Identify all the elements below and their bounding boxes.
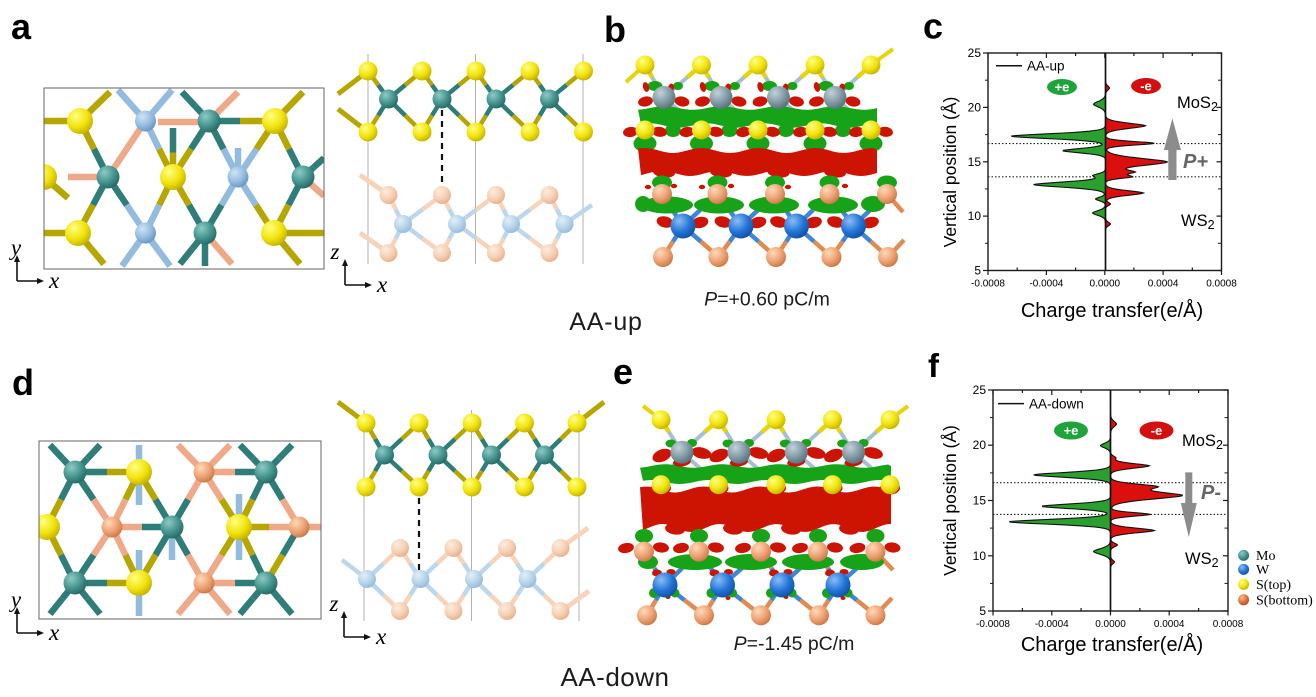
- svg-text:25: 25: [973, 383, 987, 397]
- svg-text:AA-down: AA-down: [1029, 397, 1084, 412]
- svg-text:x: x: [375, 624, 387, 649]
- svg-text:0.0004: 0.0004: [1148, 279, 1179, 290]
- svg-text:-e: -e: [1140, 79, 1152, 94]
- svg-text:f: f: [928, 347, 940, 384]
- svg-text:20: 20: [973, 438, 987, 452]
- svg-text:z: z: [329, 591, 339, 616]
- svg-text:15: 15: [973, 494, 987, 508]
- svg-text:AA-up: AA-up: [569, 308, 642, 336]
- svg-text:5: 5: [979, 604, 986, 618]
- svg-text:W: W: [1256, 563, 1270, 578]
- svg-text:AA-down: AA-down: [561, 662, 670, 692]
- svg-text:z: z: [330, 239, 340, 264]
- svg-text:WS2: WS2: [1185, 550, 1219, 570]
- svg-text:a: a: [11, 6, 32, 47]
- svg-text:x: x: [48, 268, 60, 293]
- svg-text:MoS2: MoS2: [1182, 432, 1223, 452]
- svg-text:Vertical position (Å): Vertical position (Å): [940, 425, 960, 576]
- svg-text:Vertical position (Å): Vertical position (Å): [940, 97, 960, 248]
- svg-text:5: 5: [974, 264, 981, 278]
- svg-text:WS2: WS2: [1181, 212, 1215, 232]
- svg-text:S(bottom): S(bottom): [1256, 593, 1313, 608]
- svg-text:P=-1.45 pC/m: P=-1.45 pC/m: [734, 633, 855, 655]
- svg-text:-0.0008: -0.0008: [976, 619, 1010, 630]
- svg-text:10: 10: [968, 209, 982, 223]
- svg-text:0.0000: 0.0000: [1095, 619, 1126, 630]
- svg-text:20: 20: [968, 100, 982, 114]
- svg-text:y: y: [9, 587, 22, 612]
- svg-text:-0.0004: -0.0004: [1029, 279, 1063, 290]
- svg-text:AA-up: AA-up: [1027, 59, 1065, 74]
- svg-text:0.0008: 0.0008: [1206, 279, 1237, 290]
- svg-text:x: x: [48, 620, 60, 645]
- svg-text:x: x: [376, 272, 388, 297]
- svg-text:-e: -e: [1151, 423, 1163, 438]
- svg-text:25: 25: [968, 46, 982, 60]
- svg-text:0.0008: 0.0008: [1213, 619, 1244, 630]
- svg-text:Charge transfer(e/Å): Charge transfer(e/Å): [1021, 633, 1203, 656]
- svg-text:0.0000: 0.0000: [1090, 279, 1121, 290]
- svg-text:S(top): S(top): [1256, 578, 1291, 593]
- svg-text:-0.0008: -0.0008: [971, 279, 1005, 290]
- svg-text:MoS2: MoS2: [1177, 94, 1218, 114]
- svg-text:0.0004: 0.0004: [1154, 619, 1185, 630]
- svg-text:b: b: [604, 9, 626, 50]
- svg-text:Charge transfer(e/Å): Charge transfer(e/Å): [1021, 299, 1203, 322]
- svg-text:P=+0.60 pC/m: P=+0.60 pC/m: [704, 289, 830, 311]
- svg-text:-0.0004: -0.0004: [1035, 619, 1069, 630]
- svg-text:c: c: [923, 6, 943, 47]
- svg-text:10: 10: [973, 549, 987, 563]
- svg-text:+e: +e: [1055, 80, 1070, 95]
- svg-text:P+: P+: [1183, 151, 1208, 173]
- svg-text:y: y: [9, 235, 22, 260]
- svg-text:15: 15: [968, 155, 982, 169]
- svg-text:+e: +e: [1064, 423, 1079, 438]
- svg-text:d: d: [12, 362, 34, 403]
- svg-text:P-: P-: [1201, 482, 1221, 504]
- svg-text:e: e: [613, 351, 633, 392]
- svg-text:Mo: Mo: [1256, 549, 1275, 564]
